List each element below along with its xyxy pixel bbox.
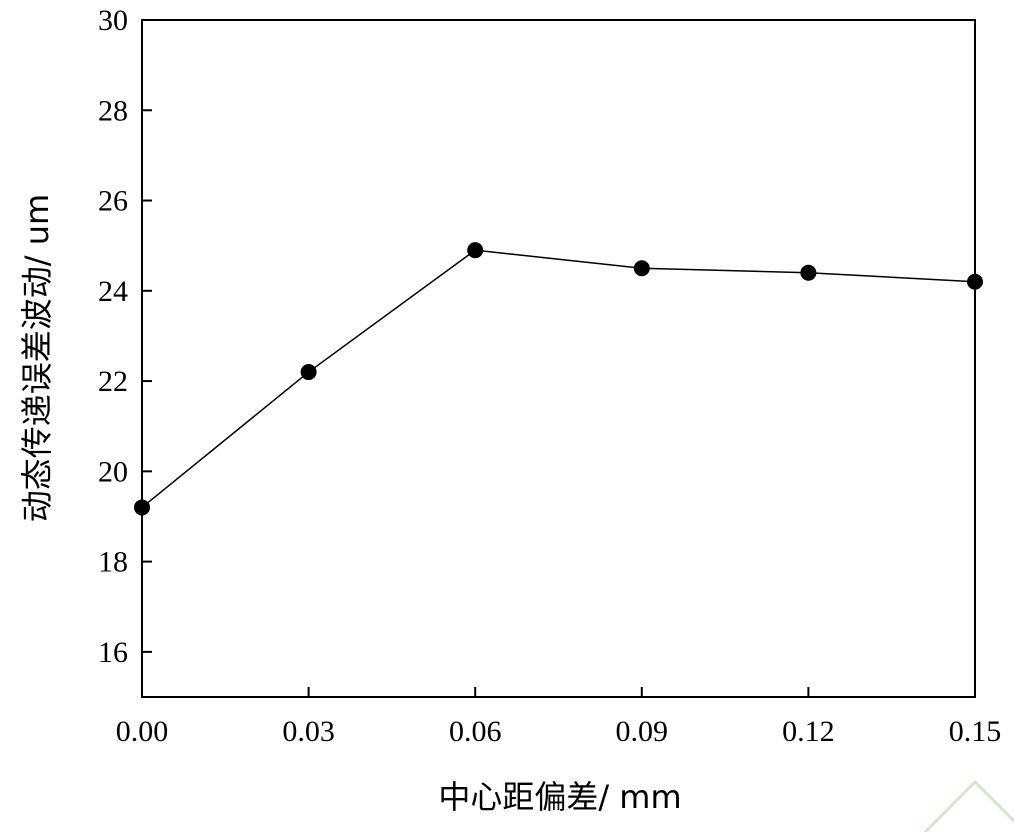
y-axis-label: 动态传递误差波动/ um xyxy=(18,194,56,522)
x-tick-label: 0.00 xyxy=(116,715,169,748)
y-tick-label: 28 xyxy=(98,94,128,127)
y-tick-label: 30 xyxy=(98,4,128,37)
series-layer xyxy=(134,242,983,516)
y-tick-label: 22 xyxy=(98,365,128,398)
data-point xyxy=(300,364,317,381)
x-axis-label: 中心距偏差/ mm xyxy=(438,778,681,816)
data-point xyxy=(467,242,484,259)
x-tick-label: 0.06 xyxy=(449,715,502,748)
data-point xyxy=(800,264,817,281)
watermark-mark xyxy=(923,779,1014,832)
y-tick-label: 18 xyxy=(98,546,128,579)
plot-frame xyxy=(141,19,976,698)
x-axis: 0.00 0.03 0.06 0.09 0.12 0.15 xyxy=(116,687,1002,748)
x-tick-label: 0.09 xyxy=(616,715,669,748)
x-tick-label: 0.12 xyxy=(782,715,835,748)
y-tick-label: 26 xyxy=(98,185,128,218)
y-tick-label: 20 xyxy=(98,455,128,488)
data-point xyxy=(633,260,650,277)
series-line xyxy=(141,249,976,509)
x-tick-label: 0.03 xyxy=(282,715,335,748)
y-tick-label: 24 xyxy=(98,275,128,308)
data-point xyxy=(967,273,983,290)
x-tick-label: 0.15 xyxy=(949,715,1002,748)
data-point xyxy=(134,499,150,516)
y-axis: 16 18 20 22 24 26 28 30 xyxy=(98,4,152,669)
y-tick-label: 16 xyxy=(98,636,128,669)
